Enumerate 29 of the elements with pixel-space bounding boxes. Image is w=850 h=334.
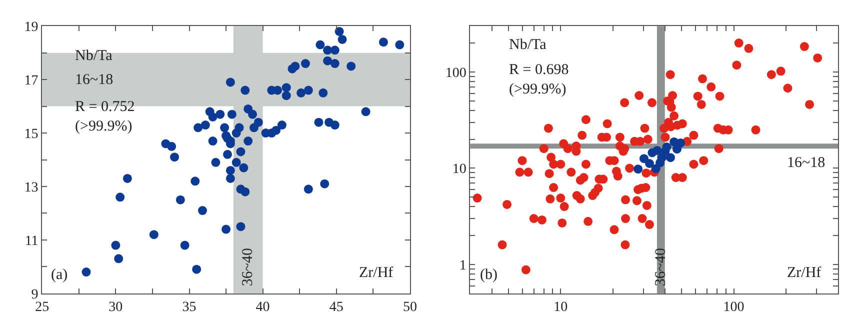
x-tick-label: 45 [329, 300, 344, 316]
annotation: R = 0.698 (>99.9%) [509, 62, 569, 98]
y-axis-title: Nb/Ta [509, 37, 547, 53]
annotation: (a) [51, 267, 68, 283]
y-axis-title: Nb/Ta [75, 48, 113, 64]
x-tick-label: 25 [35, 300, 50, 316]
y-tick-label: 11 [24, 234, 38, 249]
x-tick-label: 100 [723, 300, 744, 316]
y-tick-label: 1 [459, 258, 466, 274]
y-tick-label: 15 [24, 126, 38, 142]
y-tick-label: 9 [31, 287, 38, 302]
x-tick-label: 35 [182, 300, 196, 316]
y-tick-label: 19 [24, 20, 38, 35]
x-axis-title: Zr/Hf [787, 265, 822, 281]
annotation: (b) [480, 267, 498, 283]
x-tick-label: 40 [256, 300, 270, 316]
annotation: R = 0.752 (>99.9%) [75, 99, 135, 134]
y-tick-label: 13 [24, 180, 38, 196]
band-label: 36~40 [240, 248, 256, 286]
x-axis-title: Zr/Hf [359, 265, 394, 281]
x-tick-label: 30 [108, 300, 123, 316]
y-tick-label: 17 [24, 73, 38, 88]
band-label: 36~40 [652, 248, 669, 286]
y-tick-label: 10 [452, 162, 466, 178]
band-label: 16~18 [75, 72, 114, 88]
x-tick-label: 50 [402, 300, 417, 316]
y-tick-label: 100 [445, 66, 466, 81]
band-label: 16~18 [787, 155, 826, 171]
x-tick-label: 10 [554, 300, 568, 316]
